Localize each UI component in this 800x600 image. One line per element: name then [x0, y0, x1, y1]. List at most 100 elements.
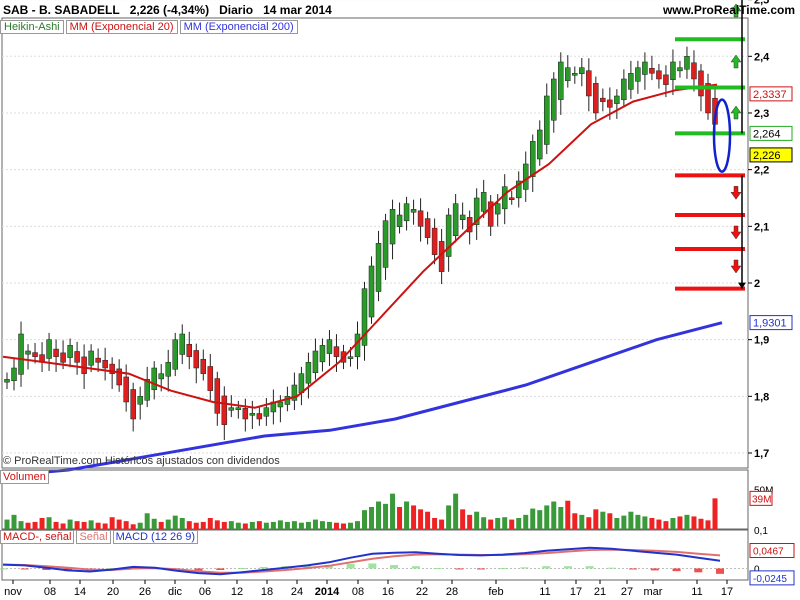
macd-label-1[interactable]: MACD-, señal — [0, 530, 75, 544]
candle-body — [179, 333, 185, 355]
candle-body — [305, 362, 312, 384]
macd-histogram-bar — [238, 568, 246, 570]
legend-ema200[interactable]: MM (Exponencial 200) — [179, 20, 298, 34]
macd-badge-box — [749, 543, 795, 558]
legend-heikin-ashi[interactable]: Heikin-Ashi — [0, 20, 64, 34]
candle-body — [368, 265, 375, 318]
x-tick-label: 17 — [570, 586, 582, 598]
macd-line — [2, 546, 721, 576]
candle-body — [200, 358, 207, 374]
price-badge-last: 2,226 — [753, 150, 781, 162]
legend-ema20[interactable]: MM (Exponencial 20) — [65, 20, 178, 34]
macd-panel-labels: MACD-, señal Señal MACD (12 26 9) — [0, 530, 200, 544]
volume-bar — [144, 513, 150, 529]
volume-panel-label: Volumen — [0, 470, 51, 484]
volume-bar — [404, 501, 410, 529]
volume-bar — [312, 519, 318, 529]
volume-bar — [284, 521, 290, 529]
candle-body — [193, 350, 200, 369]
volume-bar — [172, 515, 178, 529]
macd-histogram-bar — [716, 568, 724, 574]
candle-body — [403, 203, 410, 222]
candle-body — [249, 413, 256, 416]
candle-body — [46, 339, 52, 359]
volume-bar — [186, 521, 192, 529]
volume-bar — [81, 521, 87, 529]
volume-bar — [53, 521, 59, 529]
candle-body — [207, 366, 214, 391]
candle-body — [593, 83, 599, 114]
x-tick-label: 24 — [291, 586, 303, 598]
macd-badge-box — [749, 570, 795, 586]
y-tick-label: 2 — [754, 278, 760, 290]
candle-body — [130, 389, 136, 420]
macd-histogram-bar — [455, 568, 464, 570]
macd-histogram-bar — [477, 568, 485, 570]
volume-bar — [130, 524, 136, 529]
volume-bar — [137, 522, 143, 529]
candle-body — [95, 357, 101, 363]
candle-body — [691, 62, 697, 80]
candle-body — [551, 78, 557, 121]
candle-body — [635, 67, 641, 82]
price-panel-frame — [1, 17, 749, 469]
volume-bar — [502, 517, 508, 529]
volume-bar — [663, 521, 669, 529]
volume-label[interactable]: Volumen — [0, 470, 49, 484]
price-badge-ema20-box — [749, 86, 793, 102]
macd-histogram-bar — [259, 566, 268, 569]
up-arrow-icon — [730, 54, 742, 69]
macd-histogram-bar — [194, 568, 203, 571]
volume-bar — [256, 521, 262, 529]
candle-body — [312, 350, 319, 374]
candle-body — [298, 373, 305, 393]
volume-bar — [123, 521, 129, 529]
volume-bar — [600, 511, 606, 529]
candle-body — [11, 367, 17, 381]
volume-bar — [102, 523, 108, 529]
candle-body — [459, 214, 466, 220]
candle-body — [319, 345, 326, 363]
candle-body — [326, 339, 333, 354]
y-tick-label: 2,5 — [754, 0, 769, 7]
macd-histogram-bar — [390, 565, 399, 569]
candle-body — [508, 197, 515, 201]
volume-bar — [642, 516, 648, 529]
candle-body — [452, 203, 459, 237]
volume-bar — [677, 516, 683, 529]
volume-bar — [579, 514, 585, 529]
period-label: Diario — [219, 3, 254, 17]
candle-body — [88, 350, 94, 366]
volume-bar — [712, 498, 718, 529]
y-tick-label: 1,9 — [754, 335, 769, 347]
volume-bar — [235, 522, 241, 529]
y-tick-label: 1,8 — [754, 391, 769, 403]
candle-body — [480, 192, 487, 212]
macd-label-2[interactable]: Señal — [76, 530, 111, 544]
site-label: www.ProRealTime.com — [662, 3, 795, 17]
volume-bar — [151, 518, 157, 529]
x-tick-label: 14 — [74, 586, 86, 598]
candle-body — [361, 288, 368, 346]
x-tick-label: 18 — [261, 586, 273, 598]
x-tick-label: 20 — [107, 586, 119, 598]
volume-bar — [109, 517, 115, 529]
candle-body — [396, 214, 403, 227]
candle-body — [67, 345, 73, 358]
candle-body — [445, 214, 452, 257]
candle-body — [382, 220, 389, 268]
candle-body — [116, 368, 122, 386]
ema20-line — [2, 83, 718, 409]
x-tick-label: 2014 — [315, 586, 340, 598]
candle-body — [165, 362, 171, 377]
header-info: SAB - B. SABADELL 2,226 (-4,34%) Diario … — [3, 3, 332, 17]
down-arrow-icon — [730, 225, 742, 240]
ticker-label: SAB - B. SABADELL — [3, 3, 120, 17]
macd-histogram-bar — [411, 566, 420, 569]
candle-body — [347, 356, 354, 359]
volume-bar — [621, 515, 627, 529]
candle-body — [102, 359, 108, 369]
macd-label-3[interactable]: MACD (12 26 9) — [112, 530, 199, 544]
candle-body — [228, 407, 235, 411]
